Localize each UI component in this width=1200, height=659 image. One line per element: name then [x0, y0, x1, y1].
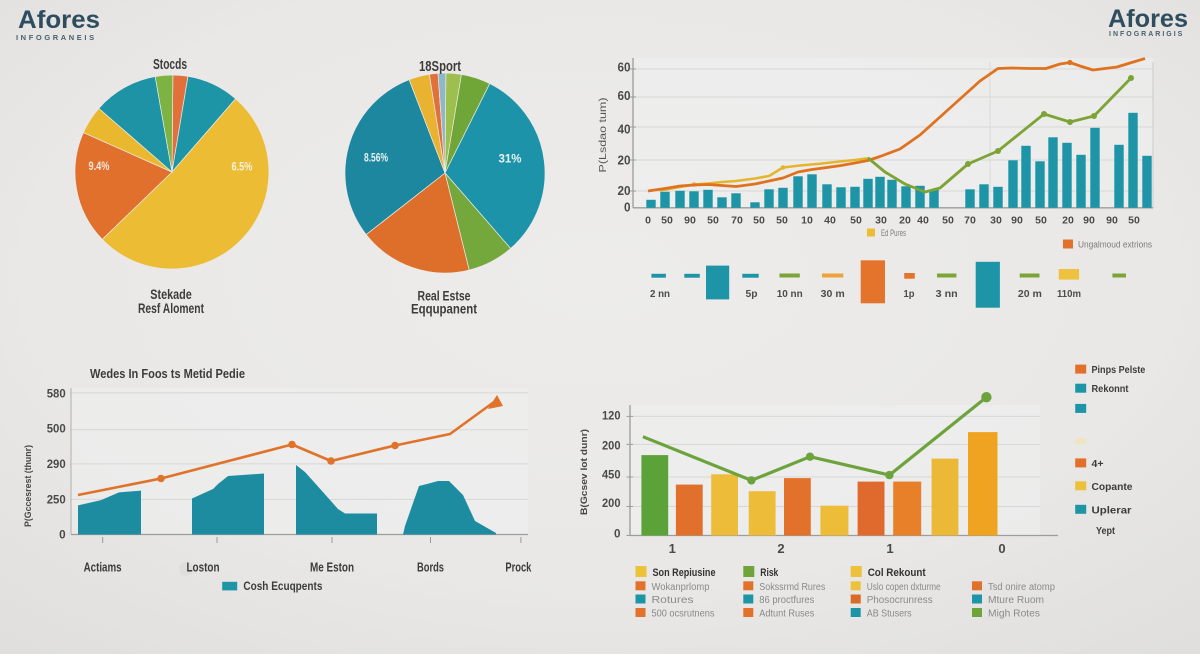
svg-text:Copante: Copante [1092, 482, 1133, 493]
svg-text:40: 40 [618, 123, 631, 137]
svg-text:9.4%: 9.4% [89, 159, 110, 173]
svg-text:Adtunt Ruses: Adtunt Ruses [759, 609, 814, 620]
svg-text:Ed Pures: Ed Pures [881, 228, 906, 238]
svg-text:Afores: Afores [1108, 5, 1188, 33]
svg-text:Eqqupanent: Eqqupanent [411, 302, 477, 317]
svg-text:0: 0 [998, 541, 1005, 556]
svg-text:6.5%: 6.5% [232, 160, 253, 174]
svg-text:Me Eston: Me Eston [310, 561, 354, 575]
svg-text:2 nn: 2 nn [650, 289, 670, 300]
svg-text:Rotures: Rotures [652, 595, 694, 606]
svg-text:90: 90 [1106, 214, 1118, 226]
svg-text:500 ocsrutnens: 500 ocsrutnens [652, 609, 715, 620]
svg-text:10: 10 [801, 214, 813, 226]
svg-text:1p: 1p [904, 289, 915, 300]
svg-text:86 proctfures: 86 proctfures [759, 595, 814, 606]
svg-text:5p: 5p [746, 289, 758, 300]
svg-text:4+: 4+ [1092, 459, 1104, 470]
svg-text:200: 200 [602, 438, 621, 452]
svg-text:20 m: 20 m [1018, 289, 1042, 300]
svg-text:50: 50 [1128, 214, 1140, 226]
svg-text:40: 40 [824, 214, 836, 226]
svg-text:90: 90 [684, 214, 696, 226]
svg-text:Resf Aloment: Resf Aloment [138, 301, 204, 316]
svg-text:450: 450 [602, 468, 621, 482]
svg-text:40: 40 [917, 214, 929, 226]
svg-text:20: 20 [618, 153, 631, 167]
svg-text:20: 20 [618, 184, 631, 198]
svg-text:2: 2 [777, 541, 784, 556]
svg-text:Wedes In Foos ts Metid Pedie: Wedes In Foos ts Metid Pedie [90, 367, 245, 381]
svg-text:Rekonnt: Rekonnt [1092, 384, 1130, 395]
svg-text:Tsd onire atomp: Tsd onire atomp [988, 582, 1055, 593]
svg-text:P(Gccesrest (thunr): P(Gccesrest (thunr) [23, 445, 34, 527]
svg-text:1: 1 [669, 541, 676, 556]
svg-text:Risk: Risk [760, 567, 779, 579]
svg-text:Actiams: Actiams [84, 561, 122, 575]
svg-text:110m: 110m [1057, 289, 1081, 300]
svg-text:30: 30 [990, 214, 1002, 226]
svg-text:Migh Rotes: Migh Rotes [988, 609, 1040, 620]
svg-text:30 m: 30 m [821, 289, 845, 300]
svg-text:60: 60 [618, 89, 631, 103]
svg-text:P(Lsdao tum): P(Lsdao tum) [598, 98, 609, 173]
svg-text:Phosocrunress: Phosocrunress [867, 595, 933, 606]
svg-text:50: 50 [753, 214, 765, 226]
svg-text:500: 500 [47, 424, 66, 436]
svg-text:Cosh Ecuqpents: Cosh Ecuqpents [243, 579, 322, 593]
svg-text:20: 20 [1062, 214, 1074, 226]
svg-text:B(Gcsev lot dunr): B(Gcsev lot dunr) [579, 429, 590, 515]
svg-text:50: 50 [942, 214, 954, 226]
svg-text:90: 90 [1011, 214, 1023, 226]
svg-text:31%: 31% [499, 152, 522, 166]
svg-text:120: 120 [602, 409, 621, 423]
svg-text:70: 70 [964, 214, 976, 226]
svg-text:Sokssrmd Rures: Sokssrmd Rures [759, 582, 825, 593]
svg-text:Real Estse: Real Estse [418, 289, 471, 304]
svg-text:Bords: Bords [417, 561, 444, 575]
svg-text:30: 30 [875, 214, 887, 226]
svg-text:0: 0 [59, 529, 66, 541]
svg-text:INFOGRANEIS: INFOGRANEIS [16, 33, 97, 42]
svg-text:290: 290 [47, 459, 66, 471]
svg-text:Ungalmoud extrions: Ungalmoud extrions [1078, 240, 1152, 250]
svg-text:580: 580 [47, 389, 66, 401]
svg-text:Afores: Afores [18, 6, 100, 34]
svg-text:90: 90 [1083, 214, 1095, 226]
svg-text:200: 200 [602, 496, 621, 510]
svg-text:Prock: Prock [505, 561, 531, 575]
svg-text:10 nn: 10 nn [777, 289, 803, 300]
svg-text:0: 0 [645, 214, 651, 226]
svg-text:Yept: Yept [1096, 526, 1116, 537]
svg-text:50: 50 [661, 214, 673, 226]
svg-text:18Sport: 18Sport [419, 58, 461, 75]
svg-text:Col Rekount: Col Rekount [868, 567, 926, 579]
svg-text:0: 0 [624, 201, 631, 215]
svg-text:60: 60 [618, 60, 631, 74]
svg-text:AB Stusers: AB Stusers [867, 609, 912, 620]
svg-text:Son Repiusine: Son Repiusine [653, 567, 716, 579]
svg-text:50: 50 [1035, 214, 1047, 226]
svg-text:1: 1 [886, 541, 893, 556]
svg-text:70: 70 [731, 214, 743, 226]
svg-text:Uplerar: Uplerar [1092, 505, 1132, 516]
svg-text:Pinps Pelste: Pinps Pelste [1092, 365, 1146, 376]
svg-text:Uslo copen dxturme: Uslo copen dxturme [867, 582, 941, 593]
svg-text:3 nn: 3 nn [936, 289, 958, 300]
svg-text:Mture Ruom: Mture Ruom [988, 595, 1044, 606]
svg-text:Stocds: Stocds [153, 56, 187, 73]
svg-text:0: 0 [614, 527, 621, 541]
svg-text:Loston: Loston [187, 561, 220, 575]
svg-text:Wokanprlomp: Wokanprlomp [652, 582, 710, 593]
svg-text:50: 50 [850, 214, 862, 226]
svg-text:INFOGRARIGIS: INFOGRARIGIS [1109, 31, 1184, 38]
svg-text:250: 250 [47, 495, 66, 507]
svg-text:50: 50 [776, 214, 788, 226]
svg-text:8.56%: 8.56% [364, 151, 388, 165]
svg-text:Stekade: Stekade [150, 287, 192, 302]
svg-text:20: 20 [899, 214, 911, 226]
svg-text:50: 50 [707, 214, 719, 226]
